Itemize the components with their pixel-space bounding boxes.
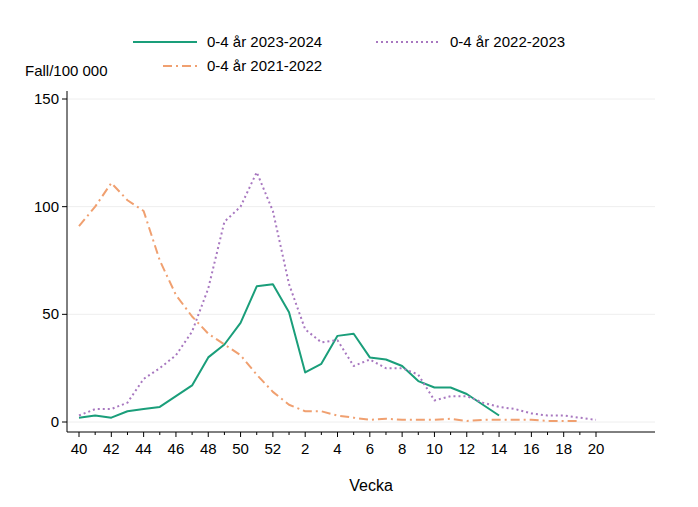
x-tick-label: 42 [103, 440, 120, 457]
legend-swatch [376, 41, 440, 43]
x-tick [596, 432, 597, 437]
x-tick [272, 432, 273, 437]
x-tick-label: 10 [426, 440, 443, 457]
x-tick-label: 20 [588, 440, 605, 457]
x-tick [175, 432, 176, 437]
x-tick [563, 432, 564, 437]
x-tick [240, 432, 241, 437]
x-tick-label: 18 [555, 440, 572, 457]
x-axis [67, 432, 655, 433]
x-tick-label: 46 [168, 440, 185, 457]
x-tick-label: 6 [366, 440, 374, 457]
x-tick [321, 432, 322, 435]
x-tick-label: 4 [333, 440, 341, 457]
y-tick-label: 150 [34, 90, 59, 107]
x-tick [482, 432, 483, 435]
x-tick [289, 432, 290, 435]
y-tick [62, 99, 67, 100]
x-tick [547, 432, 548, 435]
x-tick [515, 432, 516, 435]
chart: 050100150404244464850522468101214161820F… [0, 0, 698, 507]
legend-label: 0-4 år 2021-2022 [207, 57, 322, 74]
legend-label: 0-4 år 2022-2023 [450, 33, 565, 50]
x-tick [466, 432, 467, 437]
grid-line [67, 99, 655, 100]
x-tick [531, 432, 532, 437]
x-tick [127, 432, 128, 435]
x-tick-label: 40 [71, 440, 88, 457]
legend-swatch [133, 41, 197, 43]
x-tick [95, 432, 96, 435]
y-tick [62, 206, 67, 207]
x-tick [79, 432, 80, 437]
x-tick-label: 12 [458, 440, 475, 457]
legend-label: 0-4 år 2023-2024 [207, 33, 322, 50]
x-tick [402, 432, 403, 437]
y-axis [67, 91, 68, 432]
y-tick [62, 314, 67, 315]
x-tick [499, 432, 500, 437]
x-tick [337, 432, 338, 437]
x-tick [143, 432, 144, 437]
y-tick-label: 0 [51, 413, 59, 430]
y-tick-label: 50 [42, 305, 59, 322]
x-tick [353, 432, 354, 435]
x-tick-label: 44 [135, 440, 152, 457]
grid-line [67, 314, 655, 315]
grid-line [67, 422, 655, 423]
x-tick-label: 16 [523, 440, 540, 457]
x-tick-label: 52 [265, 440, 282, 457]
x-tick [111, 432, 112, 437]
series-line [79, 172, 596, 420]
x-tick-label: 8 [398, 440, 406, 457]
x-tick [450, 432, 451, 435]
x-tick [192, 432, 193, 435]
x-tick [369, 432, 370, 437]
x-tick [159, 432, 160, 435]
x-axis-label: Vecka [349, 477, 393, 494]
series-line [79, 183, 580, 421]
x-tick [385, 432, 386, 435]
x-tick-label: 14 [491, 440, 508, 457]
plot-area [79, 172, 596, 421]
x-tick [434, 432, 435, 437]
legend-swatch [163, 65, 197, 67]
series-line [79, 284, 499, 418]
y-tick [62, 422, 67, 423]
y-tick-label: 100 [34, 198, 59, 215]
y-axis-label: Fall/100 000 [25, 62, 108, 79]
x-tick [305, 432, 306, 437]
x-tick [208, 432, 209, 437]
x-tick-label: 50 [232, 440, 249, 457]
x-tick [418, 432, 419, 435]
x-tick-label: 2 [301, 440, 309, 457]
grid-line [67, 206, 655, 207]
x-tick-label: 48 [200, 440, 217, 457]
x-tick [256, 432, 257, 435]
x-tick [579, 432, 580, 435]
x-tick [224, 432, 225, 435]
